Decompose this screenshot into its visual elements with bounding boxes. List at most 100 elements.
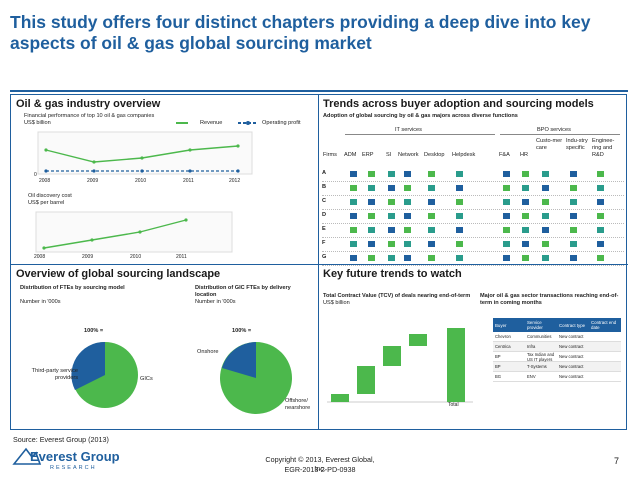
- adoption-cell: [522, 213, 529, 219]
- adoption-cell: [456, 213, 463, 219]
- table-cell-buyer: Chevron: [495, 334, 511, 339]
- table-cell-type: New contract: [559, 354, 584, 359]
- tcv-waterfall-chart: [327, 328, 473, 403]
- table-cell-buyer: Centrica: [495, 344, 511, 349]
- chart1-year-2009: 2009: [87, 178, 99, 184]
- source-note: Source: Everest Group (2013): [13, 435, 109, 444]
- adoption-cell: [388, 199, 395, 205]
- adoption-cell: [368, 255, 375, 261]
- adoption-cell: [404, 241, 411, 247]
- copyright: Copyright © 2013, Everest Global, Inc.: [265, 455, 375, 473]
- adoption-cell: [522, 185, 529, 191]
- label-offshore: Offshore/ nearshore: [285, 398, 311, 411]
- adoption-cell: [542, 255, 549, 261]
- grid-column-header: Helpdesk: [452, 152, 476, 158]
- adoption-cell: [368, 199, 375, 205]
- adoption-cell: [597, 171, 604, 177]
- bpo-bracket: [500, 134, 620, 135]
- table-cell-buyer: BP: [495, 354, 501, 359]
- document-code: EGR-2013-2-PD-0938: [284, 465, 356, 474]
- adoption-cell: [503, 213, 510, 219]
- adoption-cell: [368, 227, 375, 233]
- table-cell-type: New contract: [559, 334, 584, 339]
- grid-row-label: A: [322, 170, 327, 176]
- adoption-cell: [503, 171, 510, 177]
- adoption-cell: [368, 185, 375, 191]
- chart1-unit: US$ billion: [24, 120, 51, 126]
- chart2-year-2010: 2010: [130, 254, 142, 260]
- adoption-cell: [404, 227, 411, 233]
- adoption-cell: [428, 199, 435, 205]
- adoption-cell: [597, 227, 604, 233]
- adoption-cell: [542, 227, 549, 233]
- table-cell-provider: Communities: [527, 334, 552, 339]
- chart2-year-2009: 2009: [82, 254, 94, 260]
- grid-column-header: ADM: [344, 152, 357, 158]
- adoption-cell: [456, 199, 463, 205]
- adoption-cell: [404, 255, 411, 261]
- adoption-cell: [542, 213, 549, 219]
- grid-column-header: HR: [520, 152, 529, 158]
- panel-title-sourcing-landscape: Overview of global sourcing landscape: [16, 268, 221, 280]
- grid-column-header: Indu-stry specific: [566, 138, 588, 151]
- tcv-total-label: Total: [448, 402, 459, 408]
- adoption-subtitle: Adoption of global sourcing by oil & gas…: [323, 113, 518, 119]
- table-cell-provider: Infra: [527, 344, 536, 349]
- adoption-cell: [368, 241, 375, 247]
- adoption-cell: [503, 255, 510, 261]
- chart1-year-2011: 2011: [183, 178, 194, 184]
- gic-location-title: Distribution of GIC FTEs by delivery loc…: [195, 285, 291, 298]
- adoption-cell: [456, 255, 463, 261]
- adoption-cell: [597, 213, 604, 219]
- grid-row-label: G: [322, 254, 327, 260]
- grid-row-label: C: [322, 198, 327, 204]
- transactions-table: Buyer Service provider Contract type Contra…: [493, 318, 621, 382]
- grid-column-header: SI: [386, 152, 392, 158]
- adoption-cell: [404, 185, 411, 191]
- adoption-cell: [456, 241, 463, 247]
- adoption-cell: [456, 185, 463, 191]
- logo-wordmark: Everest Group: [30, 449, 120, 464]
- adoption-cell: [542, 199, 549, 205]
- grid-row-separator: [322, 223, 624, 224]
- adoption-cell: [428, 213, 435, 219]
- legend-op-swatch: [238, 121, 258, 125]
- adoption-cell: [597, 199, 604, 205]
- panel-divider-horizontal: [10, 264, 628, 265]
- chart1-title: Financial performance of top 10 oil & ga…: [24, 113, 155, 119]
- adoption-cell: [503, 241, 510, 247]
- bpo-services-label: BPO services: [537, 127, 571, 133]
- grid-column-header: F&A: [499, 152, 510, 158]
- chart2-year-2008: 2008: [34, 254, 46, 260]
- panel-title-future-trends: Key future trends to watch: [323, 268, 462, 280]
- adoption-cell: [570, 255, 577, 261]
- grid-column-header: Custo-mer care: [536, 138, 563, 151]
- adoption-cell: [350, 199, 357, 205]
- adoption-cell: [404, 199, 411, 205]
- adoption-cell: [388, 241, 395, 247]
- panel-title-buyer-trends: Trends across buyer adoption and sourcin…: [323, 98, 594, 110]
- adoption-cell: [388, 171, 395, 177]
- adoption-cell: [597, 241, 604, 247]
- adoption-cell: [522, 171, 529, 177]
- adoption-cell: [503, 227, 510, 233]
- pie-sourcing-model: [71, 341, 138, 408]
- adoption-cell: [350, 241, 357, 247]
- adoption-cell: [428, 171, 435, 177]
- adoption-cell: [350, 185, 357, 191]
- pie1-total-label: 100% =: [84, 328, 104, 334]
- table-row: BG ENV New contract: [493, 372, 621, 382]
- adoption-cell: [368, 171, 375, 177]
- everest-logo-icon: [12, 447, 42, 465]
- it-services-label: IT services: [395, 127, 422, 133]
- adoption-cell: [428, 185, 435, 191]
- chart1-year-2012: 2012: [229, 178, 241, 184]
- grid-row-separator: [322, 195, 624, 196]
- adoption-cell: [570, 227, 577, 233]
- adoption-cell: [597, 185, 604, 191]
- adoption-cell: [456, 171, 463, 177]
- table-cell-type: New contract: [559, 364, 584, 369]
- legend-revenue-swatch: [176, 122, 188, 124]
- chart2-title: Oil discovery cost: [28, 193, 72, 199]
- table-cell-buyer: BP: [495, 364, 501, 369]
